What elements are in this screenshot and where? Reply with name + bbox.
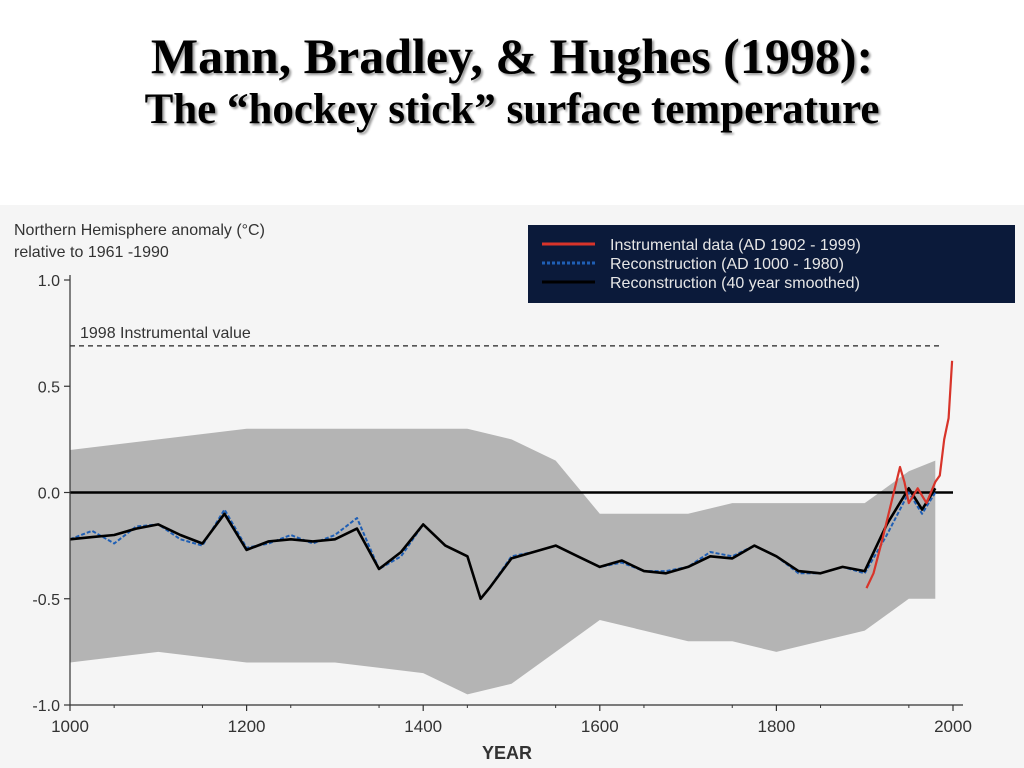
y-tick-label: 0.0: [38, 486, 60, 503]
legend: Instrumental data (AD 1902 - 1999) Recon…: [528, 225, 1015, 303]
uncertainty-band: [70, 428, 936, 695]
x-tick-label: 1800: [757, 717, 795, 736]
x-tick-label: 1200: [228, 717, 266, 736]
x-axis-label: YEAR: [482, 743, 532, 763]
y-axis-label-line-1: Northern Hemisphere anomaly (°C): [14, 222, 265, 239]
y-tick-label: 1.0: [38, 273, 60, 290]
legend-label-instrumental: Instrumental data (AD 1902 - 1999): [610, 237, 861, 254]
y-tick-label: 0.5: [38, 379, 60, 396]
y-tick-label: -1.0: [32, 698, 60, 715]
chart-container: 1998 Instrumental value 1.0 0.5 0.0 -0.5 -1.…: [0, 205, 1024, 768]
uncertainty-band-layer: [70, 428, 936, 695]
title-line-2: The “hockey stick” surface temperature: [144, 86, 880, 133]
x-tick-label: 1000: [51, 717, 89, 736]
x-tick-label: 1400: [404, 717, 442, 736]
legend-background: [528, 225, 1015, 303]
reference-lines-layer: 1998 Instrumental value: [70, 325, 953, 494]
series-line-smoothed: [69, 487, 937, 601]
series-line-instrumental: [865, 360, 954, 589]
hockey-stick-chart: 1998 Instrumental value 1.0 0.5 0.0 -0.5 -1.…: [0, 205, 1024, 768]
y-tick-label: -0.5: [32, 592, 60, 609]
x-tick-label: 1600: [581, 717, 619, 736]
title-line-1: Mann, Bradley, & Hughes (1998):: [150, 28, 874, 84]
legend-label-smoothed: Reconstruction (40 year smoothed): [610, 275, 860, 292]
slide-title: Mann, Bradley, & Hughes (1998): The “hoc…: [0, 28, 1024, 136]
series-layer: [69, 360, 954, 601]
x-tick-label: 2000: [934, 717, 972, 736]
legend-label-reconstruction: Reconstruction (AD 1000 - 1980): [610, 256, 844, 273]
axes-layer: 1.0 0.5 0.0 -0.5 -1.0 1000 1200 1400 1600 1800 200…: [32, 273, 971, 736]
y-axis-label-line-2: relative to 1961 -1990: [14, 244, 169, 261]
reference-line-label: 1998 Instrumental value: [80, 325, 251, 342]
